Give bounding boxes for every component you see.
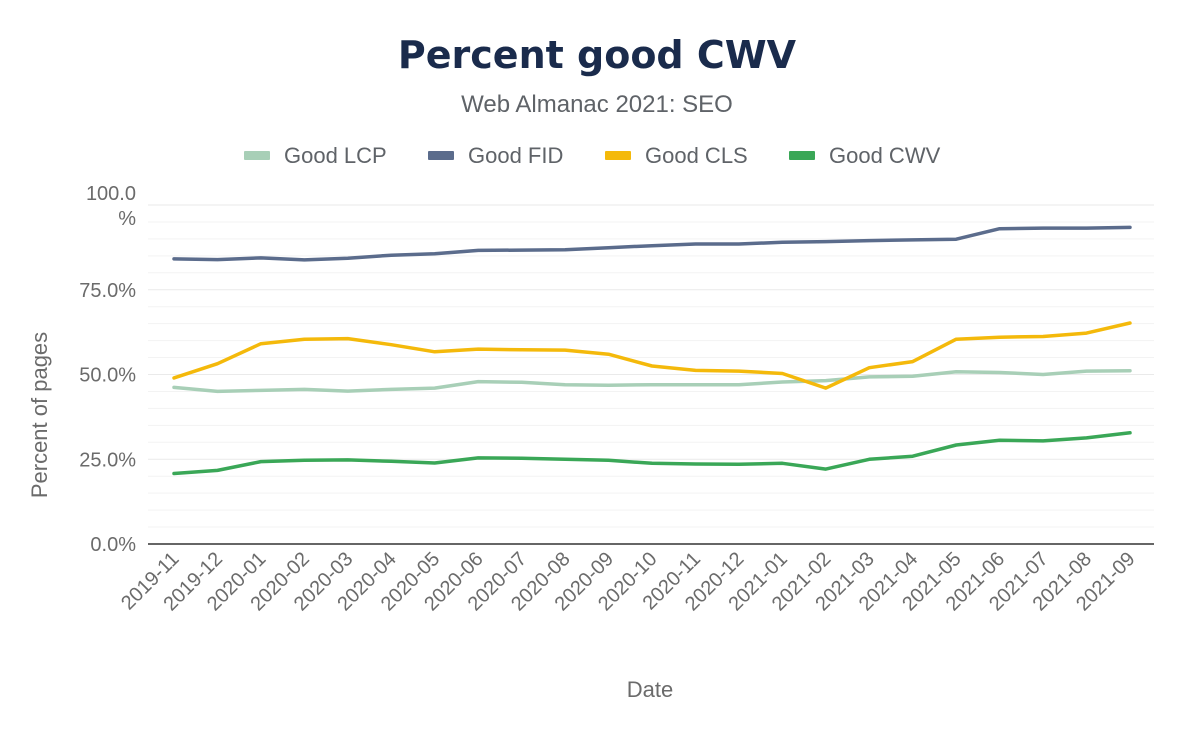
series-line-good-lcp [172, 369, 1132, 394]
y-tick-label: 75.0% [79, 280, 136, 302]
series-lines [172, 225, 1132, 476]
legend-swatch [605, 151, 631, 160]
legend-label: Good CLS [645, 143, 748, 168]
y-tick-label: 25.0% [79, 449, 136, 471]
x-axis-title: Date [627, 677, 673, 702]
legend-label: Good FID [468, 143, 563, 168]
series-line-good-cwv [172, 431, 1132, 476]
chart-subtitle: Web Almanac 2021: SEO [461, 91, 733, 118]
series-line-good-cls [172, 321, 1132, 390]
y-axis-ticks: 0.0% 25.0% 50.0% 75.0% 100.0% [79, 183, 136, 556]
legend-swatch [789, 151, 815, 160]
legend-swatch [244, 151, 270, 160]
y-tick-label-suffix: % [118, 208, 136, 230]
legend-label: Good LCP [284, 143, 387, 168]
y-axis-title: Percent of pages [27, 332, 52, 498]
legend-label: Good CWV [829, 143, 941, 168]
legend-swatch [428, 151, 454, 160]
x-axis-ticks: 2019-112019-122020-012020-022020-032020-… [117, 548, 1139, 615]
chart-title: Percent good CWV [398, 33, 797, 77]
y-tick-label: 0.0% [90, 534, 136, 556]
legend: Good LCP Good FID Good CLS Good CWV [244, 143, 941, 168]
y-tick-label: 100.0 [86, 183, 136, 205]
series-line-good-fid [172, 225, 1132, 262]
y-tick-label: 50.0% [79, 365, 136, 387]
